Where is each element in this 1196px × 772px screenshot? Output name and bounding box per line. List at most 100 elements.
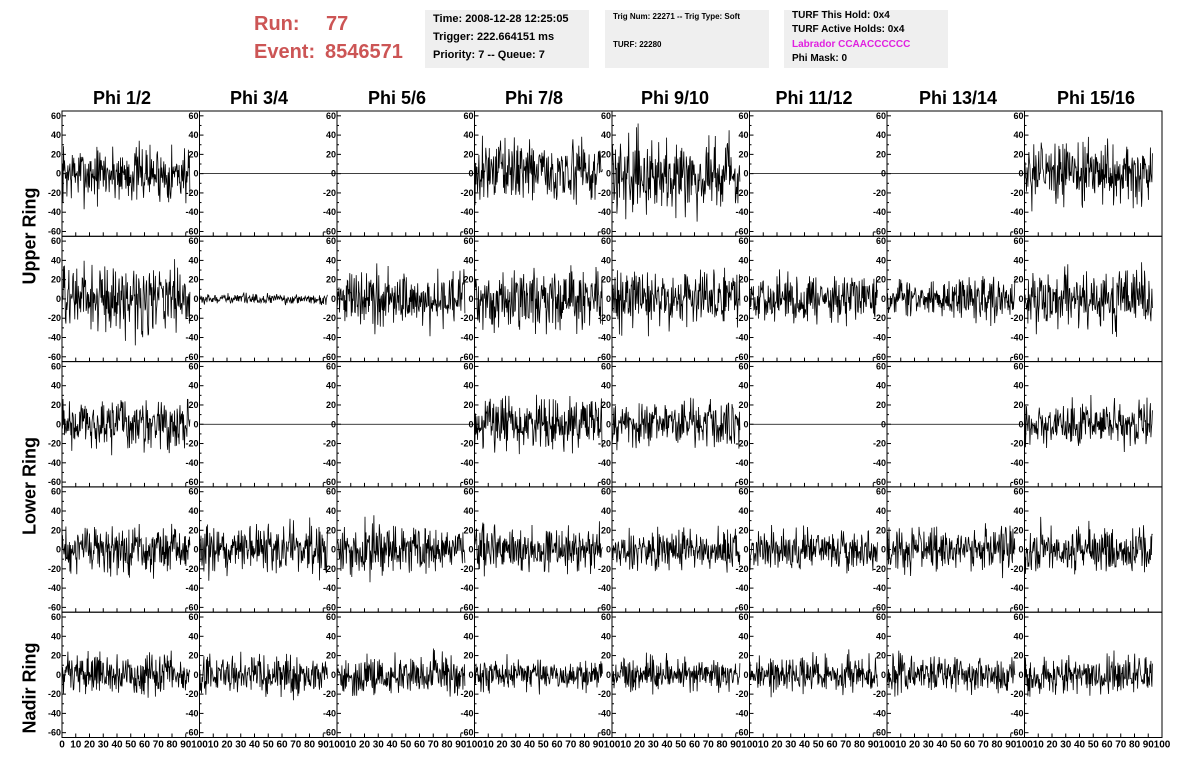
y-tick-label: 0 bbox=[606, 419, 611, 429]
x-tick-label: 20 bbox=[84, 740, 96, 751]
y-tick-label: 60 bbox=[738, 111, 748, 121]
x-tick-label: 0 bbox=[59, 740, 65, 751]
y-tick-label: 60 bbox=[738, 487, 748, 497]
y-tick-label: 60 bbox=[1013, 236, 1023, 246]
y-tick-label: -40 bbox=[460, 708, 473, 718]
waveform-trace bbox=[886, 523, 1016, 579]
y-tick-label: -40 bbox=[460, 207, 473, 217]
x-tick-label: 40 bbox=[936, 740, 948, 751]
y-tick-label: -40 bbox=[185, 207, 198, 217]
y-tick-label: -40 bbox=[323, 333, 336, 343]
waveform-trace bbox=[336, 263, 466, 337]
waveform-panel: -60 -40 -20 0 20 40 60 bbox=[598, 235, 750, 363]
y-tick-label: -40 bbox=[323, 583, 336, 593]
x-tick-label: 70 bbox=[428, 740, 440, 751]
y-tick-label: -40 bbox=[598, 333, 611, 343]
x-tick-label: 90 bbox=[730, 740, 742, 751]
waveform-panel: -60 -40 -20 0 20 40 60 bbox=[185, 361, 338, 488]
waveform-panel: -60 -40 -20 0 20 40 60 bbox=[873, 611, 1025, 739]
waveform-panel: -60 -40 -20 0 20 40 60 bbox=[323, 611, 475, 739]
x-tick-label: 70 bbox=[840, 740, 852, 751]
waveform-panel: -60 -40 -20 0 20 40 60 bbox=[460, 361, 613, 488]
y-tick-label: -40 bbox=[598, 458, 611, 468]
y-tick-label: 60 bbox=[463, 236, 473, 246]
waveform-panel: -60 -40 -20 0 20 40 60 bbox=[1010, 611, 1163, 739]
y-tick-label: 0 bbox=[468, 670, 473, 680]
y-tick-label: 40 bbox=[738, 631, 748, 641]
y-tick-label: -20 bbox=[460, 564, 473, 574]
y-tick-label: 60 bbox=[188, 236, 198, 246]
x-tick-label: 20 bbox=[221, 740, 233, 751]
y-tick-label: 0 bbox=[56, 545, 61, 555]
x-tick-label: 50 bbox=[125, 740, 137, 751]
waveform-panel: -60 -40 -20 0 20 40 60 bbox=[323, 235, 475, 363]
x-tick-label: 60 bbox=[551, 740, 563, 751]
y-tick-label: -40 bbox=[873, 583, 886, 593]
y-tick-label: -40 bbox=[460, 458, 473, 468]
turf-info-box: TURF This Hold: 0x4 TURF Active Holds: 0… bbox=[784, 10, 948, 68]
y-tick-label: 60 bbox=[738, 361, 748, 371]
y-tick-label: -60 bbox=[323, 728, 336, 738]
y-tick-label: 60 bbox=[51, 236, 61, 246]
y-tick-label: 0 bbox=[193, 294, 198, 304]
x-tick-label: 40 bbox=[249, 740, 261, 751]
y-tick-label: -60 bbox=[48, 602, 61, 612]
y-tick-label: -40 bbox=[873, 458, 886, 468]
y-tick-label: 0 bbox=[743, 419, 748, 429]
waveform-panel: -60 -40 -20 0 20 40 60 bbox=[735, 361, 888, 488]
y-tick-label: -40 bbox=[1010, 458, 1023, 468]
y-tick-label: 20 bbox=[188, 275, 198, 285]
x-tick-label: 80 bbox=[441, 740, 453, 751]
y-tick-label: 40 bbox=[738, 506, 748, 516]
y-tick-label: -60 bbox=[460, 728, 473, 738]
y-tick-label: -40 bbox=[185, 333, 198, 343]
y-tick-label: -60 bbox=[1010, 728, 1023, 738]
y-tick-label: -60 bbox=[185, 477, 198, 487]
y-tick-label: -40 bbox=[185, 708, 198, 718]
y-tick-label: -60 bbox=[1010, 602, 1023, 612]
y-tick-label: 60 bbox=[876, 111, 886, 121]
waveform-trace bbox=[61, 398, 191, 456]
y-tick-label: -20 bbox=[185, 313, 198, 323]
y-tick-label: 40 bbox=[326, 381, 336, 391]
y-tick-label: 60 bbox=[601, 236, 611, 246]
waveform-trace bbox=[749, 524, 878, 574]
y-tick-label: 20 bbox=[51, 400, 61, 410]
y-tick-label: 60 bbox=[1013, 111, 1023, 121]
x-tick-label: 10 bbox=[483, 740, 495, 751]
y-tick-label: 20 bbox=[326, 525, 336, 535]
y-tick-label: 0 bbox=[193, 670, 198, 680]
y-tick-label: 60 bbox=[326, 111, 336, 121]
y-tick-label: 0 bbox=[193, 169, 198, 179]
y-tick-label: 40 bbox=[601, 381, 611, 391]
run-label: Run: bbox=[254, 13, 300, 35]
waveform-trace bbox=[199, 517, 328, 581]
waveform-panel: -60 -40 -20 0 20 40 60 bbox=[1010, 486, 1163, 613]
y-tick-label: 0 bbox=[468, 419, 473, 429]
waveform-trace bbox=[1024, 136, 1153, 212]
y-tick-label: 20 bbox=[51, 275, 61, 285]
y-tick-label: 40 bbox=[51, 130, 61, 140]
y-tick-label: 40 bbox=[601, 506, 611, 516]
waveform-panel: -60 -40 -20 0 20 40 60 bbox=[735, 611, 888, 739]
y-tick-label: -20 bbox=[735, 188, 748, 198]
y-tick-label: -20 bbox=[48, 689, 61, 699]
y-tick-label: -20 bbox=[185, 689, 198, 699]
x-tick-label: 80 bbox=[166, 740, 178, 751]
x-tick-label: 40 bbox=[661, 740, 673, 751]
column-header-phi-3-4: Phi 3/4 bbox=[229, 88, 289, 108]
x-tick-label: 90 bbox=[318, 740, 330, 751]
y-tick-label: -60 bbox=[460, 226, 473, 236]
y-tick-label: 20 bbox=[463, 525, 473, 535]
y-tick-label: -40 bbox=[598, 583, 611, 593]
y-tick-label: 20 bbox=[1013, 525, 1023, 535]
y-tick-label: 60 bbox=[1013, 487, 1023, 497]
x-tick-label: 30 bbox=[235, 740, 247, 751]
x-tick-label: 60 bbox=[139, 740, 151, 751]
waveform-trace bbox=[886, 276, 1016, 327]
y-tick-label: -20 bbox=[185, 439, 198, 449]
y-tick-label: 60 bbox=[326, 361, 336, 371]
y-tick-label: -20 bbox=[873, 564, 886, 574]
y-tick-label: 0 bbox=[468, 545, 473, 555]
y-tick-label: -40 bbox=[735, 583, 748, 593]
